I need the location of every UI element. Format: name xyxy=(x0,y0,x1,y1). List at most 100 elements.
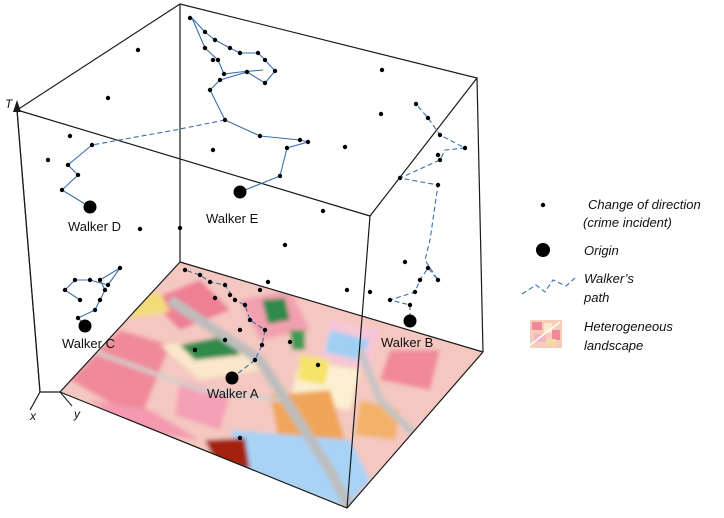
incident-point xyxy=(387,297,393,303)
legend-path-line1: Walker’s xyxy=(584,271,634,286)
incident-point xyxy=(247,317,253,323)
incident-point xyxy=(232,297,238,303)
incident-point xyxy=(105,95,111,101)
incident-point xyxy=(262,80,268,86)
incident-point xyxy=(237,50,243,56)
incident-point xyxy=(437,132,443,138)
incident-point xyxy=(89,142,95,148)
legend-change-line2: (crime incident) xyxy=(583,215,672,230)
incident-point xyxy=(435,182,441,188)
incident-point xyxy=(75,315,81,321)
landscape-map xyxy=(60,262,483,508)
incident-point xyxy=(252,357,258,363)
incident-point xyxy=(244,69,250,75)
incident-point xyxy=(221,71,227,77)
axis-x-label: x xyxy=(29,409,37,423)
incident-point xyxy=(45,157,51,163)
incident-point xyxy=(75,172,81,178)
incident-point xyxy=(282,242,288,248)
incident-point xyxy=(217,77,223,83)
incident-point xyxy=(417,277,423,283)
incident-point xyxy=(182,267,188,273)
incident-point xyxy=(259,342,265,348)
incident-point xyxy=(117,265,123,271)
incident-point xyxy=(435,277,441,283)
incident-point xyxy=(305,139,311,145)
origins xyxy=(78,185,417,385)
incident-point xyxy=(257,287,263,293)
walker-b-path xyxy=(387,103,467,318)
cube-frame xyxy=(15,3,484,509)
walker-a-label: Walker A xyxy=(207,386,259,401)
walker-d-path xyxy=(91,119,226,146)
incident-point xyxy=(67,133,73,139)
incident-point xyxy=(367,289,373,295)
incident-point xyxy=(262,327,268,333)
legend-path-sample xyxy=(521,277,576,295)
incident-point xyxy=(284,145,290,151)
incident-point xyxy=(212,37,218,43)
incident-point xyxy=(202,45,208,51)
legend-landscape-line2: landscape xyxy=(584,338,643,353)
axis-y-label: y xyxy=(73,407,81,421)
incident-point xyxy=(342,144,348,150)
legend-origin-label: Origin xyxy=(584,243,619,258)
axes: T x y xyxy=(5,97,81,423)
walker-c-path xyxy=(64,267,121,326)
incident-point xyxy=(97,277,103,283)
walker-c-label: Walker C xyxy=(62,336,115,351)
walker-e-label: Walker E xyxy=(206,211,259,226)
incident-point xyxy=(344,287,350,293)
incident-point xyxy=(207,279,213,285)
incident-point xyxy=(207,87,213,93)
incident-point xyxy=(287,339,293,345)
incident-point xyxy=(197,272,203,278)
incident-point xyxy=(222,337,228,343)
incident-point xyxy=(215,57,221,63)
legend-landscape-line1: Heterogeneous xyxy=(584,319,673,334)
legend-landscape-swatch xyxy=(529,320,562,348)
walker-d-label: Walker D xyxy=(68,219,121,234)
incident-point xyxy=(378,111,384,117)
incident-point xyxy=(222,117,228,123)
incident-point xyxy=(425,115,431,121)
legend-change-marker xyxy=(540,202,546,208)
legend-origin-marker xyxy=(536,243,550,257)
incident-point xyxy=(135,47,141,53)
incident-point xyxy=(397,175,403,181)
incident-point xyxy=(97,297,103,303)
incident-point xyxy=(177,225,183,231)
incident-point xyxy=(102,287,108,293)
incident-point xyxy=(255,50,261,56)
incident-point xyxy=(65,162,71,168)
incident-point xyxy=(257,133,263,139)
walker-b-origin xyxy=(403,314,417,328)
incident-point xyxy=(212,295,218,301)
walker-c-origin xyxy=(78,319,92,333)
incident-point xyxy=(59,187,65,193)
incident-point xyxy=(77,297,83,303)
incident-point xyxy=(379,67,385,73)
incident-point xyxy=(210,147,216,153)
axis-t-label: T xyxy=(5,97,14,111)
incident-point xyxy=(202,29,208,35)
walker-a-origin xyxy=(225,371,239,385)
incident-point xyxy=(462,145,468,151)
incident-point xyxy=(437,157,443,163)
incident-point xyxy=(277,173,283,179)
incident-point xyxy=(407,302,413,308)
incident-point xyxy=(272,68,278,74)
incident-point xyxy=(265,279,271,285)
walker-a-path xyxy=(184,269,266,379)
incident-point xyxy=(412,289,418,295)
walker-e-path xyxy=(191,17,311,193)
incident-point xyxy=(87,277,93,283)
incident-point xyxy=(222,282,228,288)
incident-point xyxy=(402,259,408,265)
incident-point xyxy=(425,265,431,271)
incident-point xyxy=(105,282,111,288)
incident-point xyxy=(262,57,268,63)
incident-point xyxy=(62,287,68,293)
incident-point xyxy=(210,57,216,63)
